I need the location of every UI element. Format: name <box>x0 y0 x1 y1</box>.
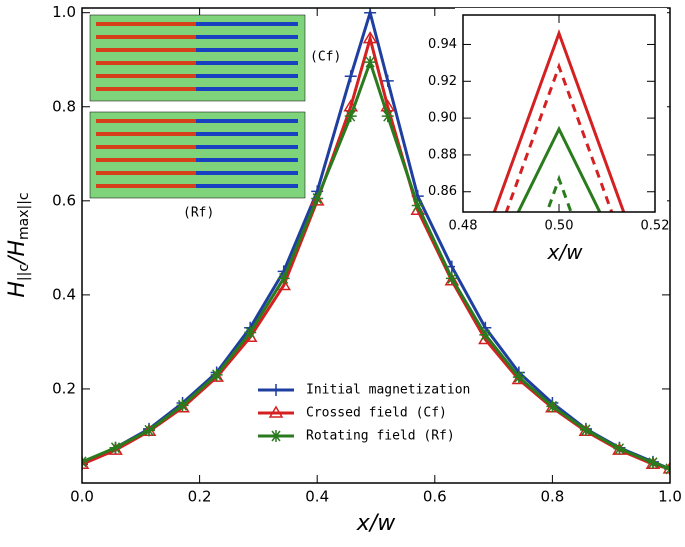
marker <box>210 368 223 381</box>
y-tick-label: 0.8 <box>52 97 76 115</box>
marker <box>613 442 626 455</box>
marker <box>176 399 189 412</box>
marker <box>277 272 290 285</box>
marker <box>444 273 460 286</box>
y-label-part: ||c <box>16 264 32 281</box>
x-tick-label: 0.48 <box>449 219 478 234</box>
series-line <box>545 174 573 212</box>
x-label-part: /w <box>368 511 396 536</box>
legend-label: Rotating field (Rf) <box>306 429 455 444</box>
y-label-part: max||c <box>16 192 32 240</box>
x-label-part: x <box>356 511 371 536</box>
marker <box>270 384 282 396</box>
marker <box>381 110 394 123</box>
marker <box>309 193 325 206</box>
inset-background <box>455 8 667 270</box>
marker <box>270 430 282 442</box>
marker <box>646 456 659 469</box>
marker <box>364 56 377 69</box>
marker <box>244 326 257 339</box>
main-plot: 0.0 0.2 0.4 0.6 0.8 1.0 0.2 0.4 0.6 0.8 1.0 Initial… <box>52 3 682 505</box>
y-label-part: H <box>5 281 30 298</box>
x-tick-label: 0.2 <box>188 488 212 506</box>
x-label-part: x <box>547 240 560 264</box>
marker <box>82 456 90 469</box>
series-line <box>504 62 614 212</box>
x-tick-label: 0.52 <box>641 219 670 234</box>
y-tick-label: 0.90 <box>428 111 457 126</box>
marker <box>381 74 394 87</box>
marker <box>579 423 592 436</box>
marker <box>344 110 357 123</box>
inset-plot: 0.48 0.50 0.52 0.86 0.88 0.90 0.92 0.94 <box>428 14 670 234</box>
inset-image-rf <box>89 111 306 199</box>
marker <box>143 424 156 437</box>
y-tick-label: 0.6 <box>52 191 76 209</box>
y-tick-label: 0.2 <box>52 379 76 397</box>
x-tick-label: 0.50 <box>545 219 574 234</box>
marker <box>109 441 122 454</box>
x-tick-label: 1.0 <box>658 488 682 506</box>
y-label-part: /H <box>5 240 30 266</box>
series-line <box>492 29 626 212</box>
y-tick-label: 0.94 <box>428 37 457 52</box>
marker <box>512 371 525 384</box>
marker <box>546 400 559 413</box>
y-tick-label: 1.0 <box>52 3 76 21</box>
marker <box>268 405 284 418</box>
x-tick-label: 0.0 <box>70 488 94 506</box>
y-tick-label: 0.92 <box>428 74 457 89</box>
marker <box>445 272 458 285</box>
y-tick-label: 0.88 <box>428 147 457 162</box>
inset-x-label: x/w <box>547 240 584 264</box>
x-tick-label: 0.6 <box>423 488 447 506</box>
x-label-part: /w <box>557 240 583 264</box>
y-tick-label: 0.86 <box>428 184 457 199</box>
series-line <box>516 125 602 212</box>
y-axis-label: H||c/Hmax||c <box>5 192 32 297</box>
axes: 0.0 0.2 0.4 0.6 0.8 1.0 0.2 0.4 0.6 0.8 1.0 <box>52 3 682 505</box>
data <box>492 29 626 212</box>
plot-frame <box>81 7 671 484</box>
x-tick-label: 0.4 <box>305 488 329 506</box>
plot-frame <box>462 14 656 213</box>
marker <box>362 31 378 44</box>
marker <box>311 192 324 205</box>
marker <box>344 70 357 83</box>
marker <box>411 199 424 212</box>
data <box>82 8 670 475</box>
x-tick-label: 0.8 <box>540 488 564 506</box>
inset-image-cf <box>89 14 306 102</box>
annotation: (Rf) <box>183 206 214 221</box>
series-line <box>82 57 670 471</box>
legend-label: Crossed field (Cf) <box>306 406 447 421</box>
marker <box>479 328 492 341</box>
x-axis-label: x/w <box>356 511 396 536</box>
legend-label: Initial magnetization <box>306 383 470 398</box>
y-tick-label: 0.4 <box>52 285 76 303</box>
annotation: (Cf) <box>310 50 341 65</box>
